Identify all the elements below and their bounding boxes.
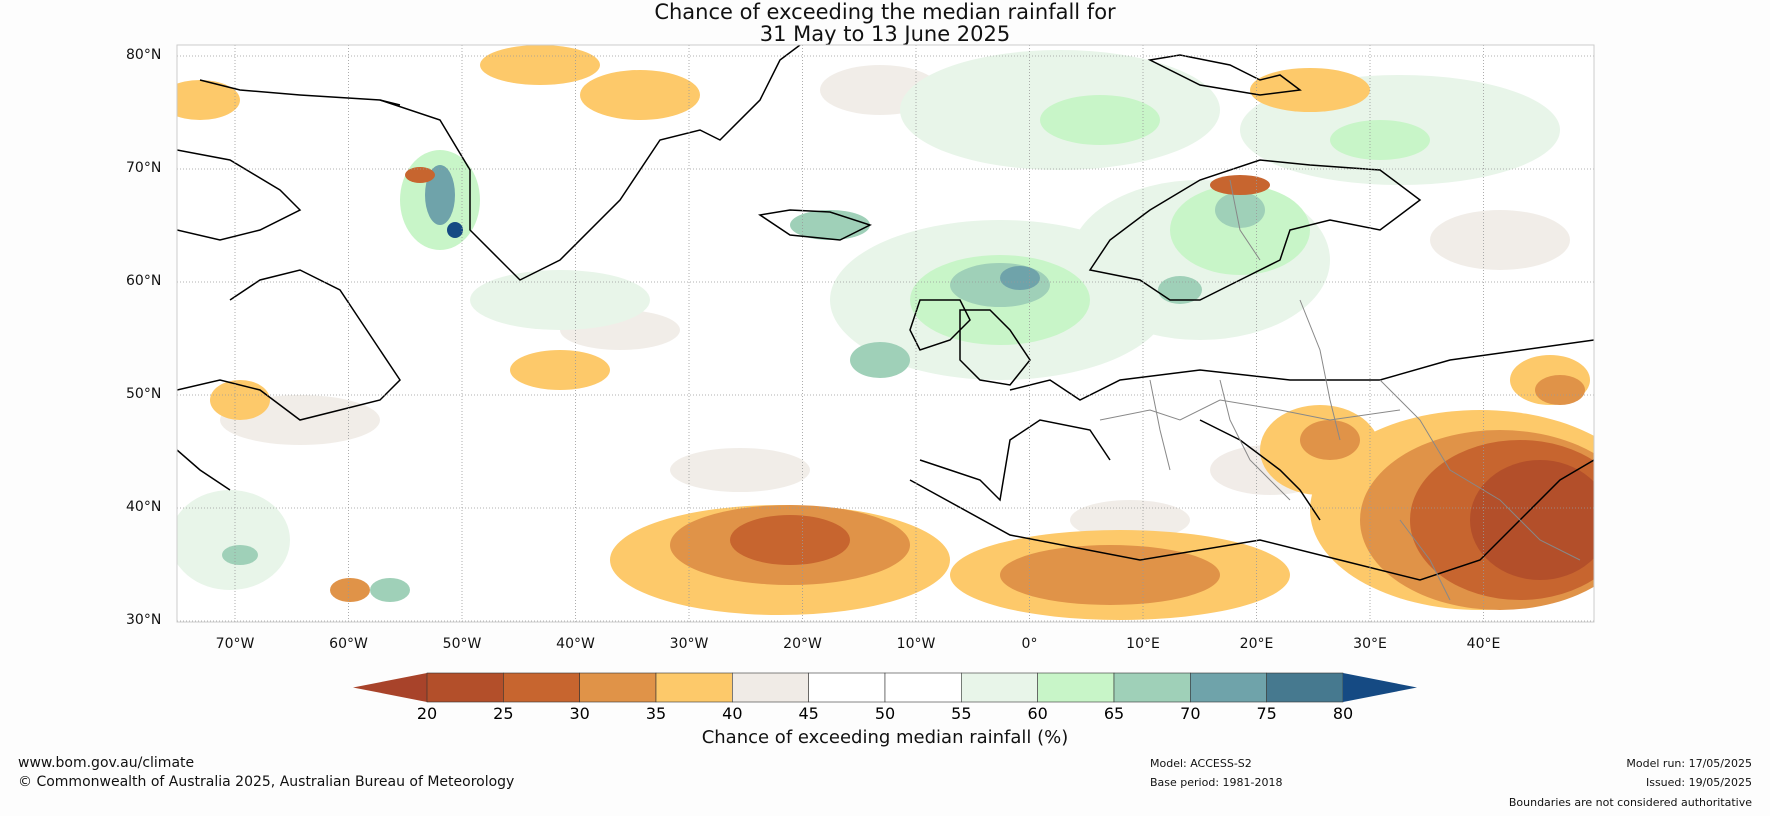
colorbar-tick-label: 20 [417, 704, 437, 723]
country-borders [1099, 179, 1581, 601]
colorbar-max-arrow [1343, 673, 1417, 702]
colorbar-segment [961, 672, 1038, 703]
latitude-label: 60°N [126, 273, 162, 289]
model-name: Model: ACCESS-S2 [1150, 757, 1252, 770]
latitude-label: 40°N [126, 499, 162, 515]
latitude-label: 30°N [126, 612, 162, 628]
longitude-label: 10°W [896, 636, 936, 652]
colorbar-segment [808, 672, 886, 703]
coastlines [177, 45, 1594, 581]
colorbar-tick-label: 60 [1027, 704, 1047, 723]
colorbar-segment [1190, 672, 1267, 703]
colorbar-segment [1113, 672, 1191, 703]
colorbar-segment [655, 672, 733, 703]
colorbar-label: Chance of exceeding median rainfall (%) [701, 727, 1069, 748]
colorbar-segment [503, 672, 580, 703]
longitude-label: 40°W [556, 636, 595, 652]
model-run-date: Model run: 17/05/2025 [1626, 757, 1752, 770]
colorbar-tick-label: 65 [1104, 704, 1124, 723]
colorbar-tick-label: 25 [493, 704, 513, 723]
map-title-line2: 31 May to 13 June 2025 [759, 22, 1011, 46]
colorbar-tick-label: 30 [569, 704, 589, 723]
issued-date: Issued: 19/05/2025 [1645, 776, 1752, 789]
map-title-line1: Chance of exceeding the median rainfall … [654, 0, 1116, 24]
longitude-label: 20°W [783, 636, 822, 652]
colorbar: 20 25 30 35 40 45 50 55 60 65 70 75 80 [353, 672, 1417, 723]
colorbar-tick-label: 80 [1333, 704, 1353, 723]
dry-regions [177, 45, 1594, 620]
copyright-text: © Commonwealth of Australia 2025, Austra… [18, 774, 515, 790]
longitude-label: 50°W [442, 636, 482, 652]
longitude-label: 60°W [329, 636, 368, 652]
colorbar-tick-label: 35 [646, 704, 666, 723]
colorbar-min-arrow [353, 673, 427, 702]
colorbar-tick-label: 70 [1180, 704, 1200, 723]
colorbar-segment [732, 672, 809, 703]
colorbar-segment [426, 672, 504, 703]
boundaries-disclaimer: Boundaries are not considered authoritat… [1508, 796, 1752, 809]
map-panel [177, 45, 1594, 622]
longitude-label: 10°E [1126, 636, 1160, 652]
website-link[interactable]: www.bom.gov.au/climate [18, 755, 195, 771]
longitude-label: 30°W [669, 636, 709, 652]
latitude-label: 50°N [126, 386, 162, 402]
longitude-label: 20°E [1239, 636, 1274, 652]
colorbar-segment [579, 672, 657, 703]
longitude-label: 70°W [215, 636, 255, 652]
latitude-label: 80°N [126, 47, 162, 63]
longitude-label: 40°E [1466, 636, 1501, 652]
colorbar-tick-label: 75 [1256, 704, 1276, 723]
base-period: Base period: 1981-2018 [1150, 776, 1283, 789]
colorbar-segment [884, 672, 962, 703]
latitude-label: 70°N [126, 160, 162, 176]
longitude-label: 0° [1021, 636, 1038, 652]
colorbar-tick-label: 55 [951, 704, 971, 723]
colorbar-segment [1266, 672, 1344, 703]
longitude-label: 30°E [1353, 636, 1387, 652]
map-frame [176, 44, 1595, 623]
colorbar-tick-label: 40 [722, 704, 742, 723]
graticule [177, 45, 1594, 622]
colorbar-tick-label: 50 [875, 704, 895, 723]
colorbar-segment [1037, 672, 1115, 703]
colorbar-tick-label: 45 [798, 704, 818, 723]
